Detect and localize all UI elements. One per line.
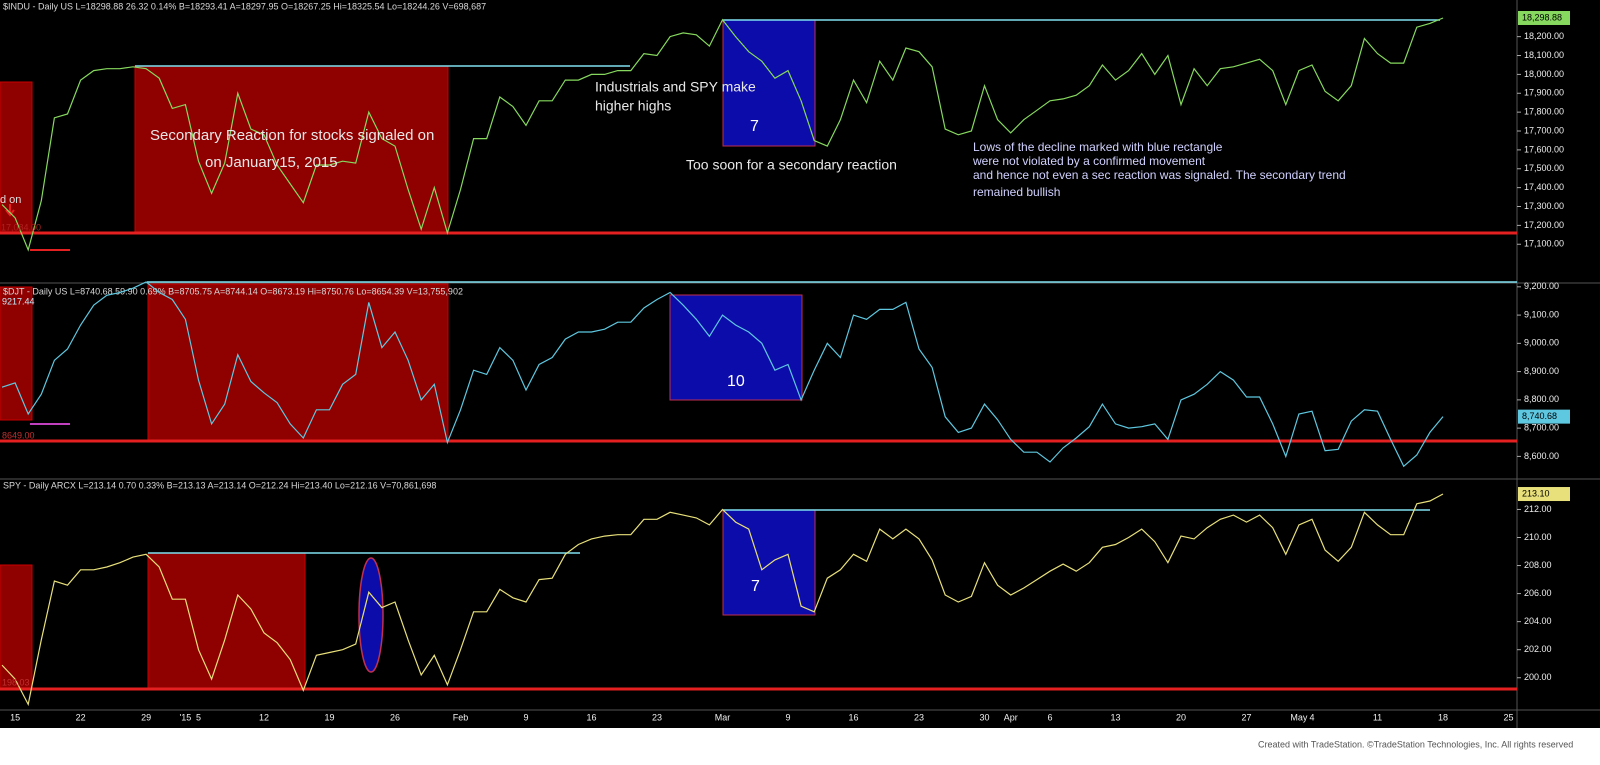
x-tick-label: Mar xyxy=(715,712,731,722)
y-tick-label: 17,300.00 xyxy=(1524,201,1564,211)
panel-header: SPY - Daily ARCX L=213.14 0.70 0.33% B=2… xyxy=(3,480,436,490)
annotation: Too soon for a secondary reaction xyxy=(686,157,897,173)
y-tick-label: 18,000.00 xyxy=(1524,69,1564,79)
y-tick-label: 200.00 xyxy=(1524,672,1552,682)
y-tick-label: 210.00 xyxy=(1524,532,1552,542)
reaction-box xyxy=(134,65,449,233)
annotation: Lows of the decline marked with blue rec… xyxy=(973,140,1223,154)
annotation: d on xyxy=(0,194,21,206)
price-line xyxy=(1,17,1444,252)
reaction-box xyxy=(0,286,33,421)
price-tag xyxy=(1518,10,1570,25)
x-tick-label: 23 xyxy=(652,712,662,722)
x-tick-label: 29 xyxy=(141,712,151,722)
y-tick-label: 208.00 xyxy=(1524,560,1552,570)
annotation: 17,084.00 xyxy=(1,222,41,232)
y-tick-label: 17,700.00 xyxy=(1524,125,1564,135)
y-tick-label: 202.00 xyxy=(1524,644,1552,654)
y-tick-label: 9,200.00 xyxy=(1524,281,1559,291)
x-tick-label: 16 xyxy=(586,712,596,722)
annotation: Secondary Reaction for stocks signaled o… xyxy=(150,127,434,144)
x-tick-label: 13 xyxy=(1110,712,1120,722)
x-tick-label: May xyxy=(1290,712,1308,722)
footer-bar xyxy=(0,728,1600,765)
x-tick-label: 9 xyxy=(523,712,528,722)
y-tick-label: 8,800.00 xyxy=(1524,394,1559,404)
panel-header: $INDU - Daily US L=18298.88 26.32 0.14% … xyxy=(3,1,486,11)
x-tick-label: 12 xyxy=(259,712,269,722)
x-tick-label: 27 xyxy=(1241,712,1251,722)
price-line xyxy=(1,281,1444,468)
y-tick-label: 18,100.00 xyxy=(1524,50,1564,60)
annotation: higher highs xyxy=(595,98,671,114)
annotation: 7 xyxy=(751,578,760,595)
x-tick-label: Feb xyxy=(453,712,469,722)
price-tag-label: 18,298.88 xyxy=(1522,12,1562,22)
x-tick-label: 30 xyxy=(979,712,989,722)
x-tick-label: Apr xyxy=(1004,712,1018,722)
y-tick-label: 8,700.00 xyxy=(1524,423,1559,433)
y-tick-label: 18,200.00 xyxy=(1524,31,1564,41)
annotation: 9217.44 xyxy=(2,296,35,306)
annotation: 198.03 xyxy=(2,677,30,687)
x-tick-label: 9 xyxy=(785,712,790,722)
y-tick-label: 17,800.00 xyxy=(1524,107,1564,117)
x-tick-label: 25 xyxy=(1503,712,1513,722)
decline-box xyxy=(722,509,816,616)
y-tick-label: 17,600.00 xyxy=(1524,144,1564,154)
annotation: 7 xyxy=(750,118,759,135)
x-tick-label: 5 xyxy=(196,712,201,722)
panel-header: $DJT - Daily US L=8740.68 59.90 0.69% B=… xyxy=(3,286,463,296)
decline-box xyxy=(669,294,803,401)
x-tick-label: 4 xyxy=(1309,712,1314,722)
y-tick-label: 17,900.00 xyxy=(1524,88,1564,98)
y-tick-label: 17,100.00 xyxy=(1524,239,1564,249)
x-tick-label: 26 xyxy=(390,712,400,722)
price-line xyxy=(1,493,1444,707)
x-tick-label: 20 xyxy=(1176,712,1186,722)
y-tick-label: 17,200.00 xyxy=(1524,220,1564,230)
y-tick-label: 204.00 xyxy=(1524,616,1552,626)
reaction-box xyxy=(147,283,449,442)
annotation: on January15, 2015 xyxy=(205,154,338,171)
y-tick-label: 17,400.00 xyxy=(1524,182,1564,192)
x-tick-label: 15 xyxy=(10,712,20,722)
reaction-box xyxy=(0,564,33,691)
annotation: 10 xyxy=(727,373,745,390)
annotation: and hence not even a sec reaction was si… xyxy=(973,168,1346,182)
price-tag-label: 213.10 xyxy=(1522,488,1550,498)
price-tag xyxy=(1518,487,1570,502)
y-tick-label: 212.00 xyxy=(1524,504,1552,514)
y-tick-label: 8,900.00 xyxy=(1524,366,1559,376)
annotation: Industrials and SPY make xyxy=(595,79,756,95)
reaction-box xyxy=(0,81,33,233)
price-tag-label: 8,740.68 xyxy=(1522,411,1557,421)
x-tick-label: 22 xyxy=(76,712,86,722)
x-tick-label: 11 xyxy=(1373,712,1382,722)
y-tick-label: 206.00 xyxy=(1524,588,1552,598)
y-tick-label: 9,100.00 xyxy=(1524,309,1559,319)
reaction-box xyxy=(147,552,306,691)
footer-text: Created with TradeStation. ©TradeStation… xyxy=(1258,739,1573,749)
x-tick-label: 6 xyxy=(1047,712,1052,722)
x-tick-label: 18 xyxy=(1438,712,1448,722)
x-tick-label: '15 xyxy=(180,712,192,722)
y-tick-label: 9,000.00 xyxy=(1524,338,1559,348)
annotation: 8649.00 xyxy=(2,430,35,440)
highlight-ellipse xyxy=(358,557,384,673)
price-tag xyxy=(1518,409,1570,424)
annotation: were not violated by a confirmed movemen… xyxy=(972,154,1206,168)
y-tick-label: 8,600.00 xyxy=(1524,451,1559,461)
annotation: remained bullish xyxy=(973,185,1060,199)
x-tick-label: 23 xyxy=(914,712,924,722)
x-tick-label: 16 xyxy=(848,712,858,722)
x-tick-label: 19 xyxy=(324,712,334,722)
y-tick-label: 17,500.00 xyxy=(1524,163,1564,173)
